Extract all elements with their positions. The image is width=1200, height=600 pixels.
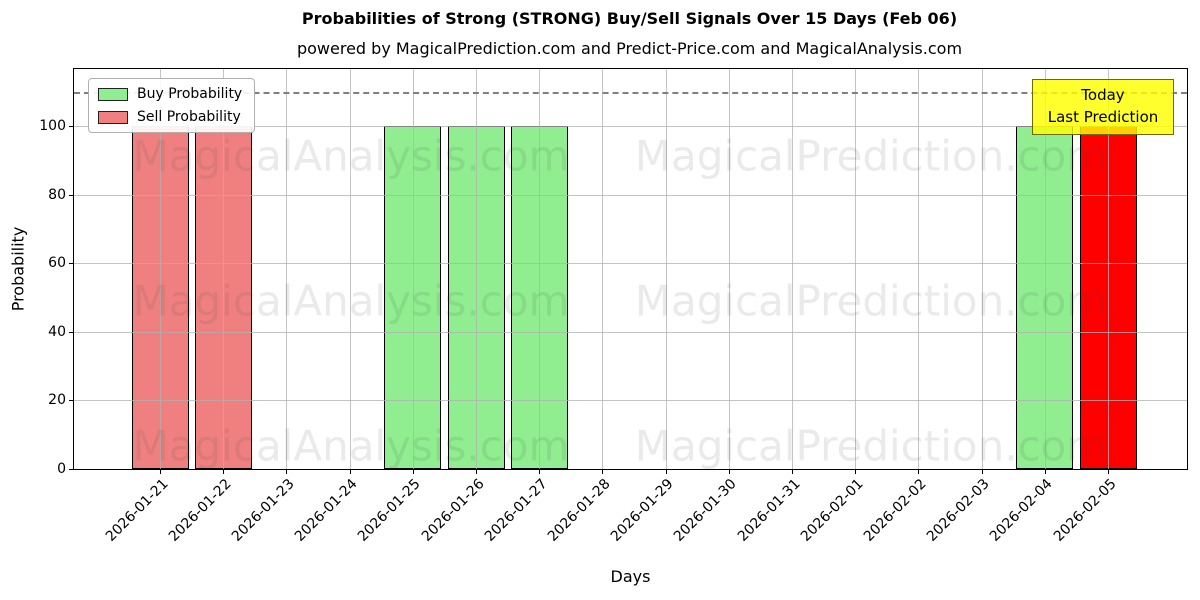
x-tick-mark [286,469,288,474]
legend-label-sell: Sell Probability [137,109,241,125]
gridline-vertical [286,69,288,469]
x-tick-label: 2026-01-28 [544,476,614,545]
gridline-vertical [665,69,667,469]
gridline-vertical [223,69,225,469]
today-annotation: Today Last Prediction [1032,79,1174,135]
gridline-horizontal [74,125,1187,127]
legend-label-buy: Buy Probability [137,86,243,102]
x-tick-label: 2026-02-04 [987,476,1057,545]
gridline-horizontal [74,263,1187,265]
y-tick-mark [69,125,74,127]
x-tick-mark [476,469,477,474]
y-tick-label: 100 [39,117,66,134]
plot-area: MagicalAnalysis.com MagicalPrediction.com… [9,68,1188,586]
y-tick-mark [69,194,74,196]
gridline-vertical [918,69,920,469]
y-tick-mark [69,331,74,333]
x-tick-mark [792,469,793,474]
y-tick-mark [69,469,74,470]
y-tick-label: 0 [57,461,66,477]
gridline-vertical [412,69,414,469]
gridline-vertical [1044,69,1046,469]
grid-layer [74,69,1187,469]
x-tick-label: 2026-01-29 [608,476,677,545]
y-axis-ticks: 0 20 40 60 80 100 [39,69,1187,476]
gridline-vertical [160,69,161,469]
y-tick-label: 40 [48,323,66,340]
x-tick-label: 2026-01-21 [102,476,172,545]
x-tick-mark [349,469,351,474]
x-tick-label: 2026-02-01 [797,476,867,545]
gridline-vertical [981,69,983,469]
legend: Buy Probability Sell Probability [88,78,256,133]
threshold-dashed-line [74,91,1187,94]
x-tick-label: 2026-01-31 [734,476,804,545]
x-axis-label: Days [610,567,651,586]
y-tick-label: 20 [48,392,66,409]
x-tick-label: 2026-01-22 [165,476,235,545]
x-tick-mark [539,469,541,474]
buy-color-swatch [98,87,128,101]
gridline-vertical [1108,69,1109,469]
gridline-vertical [539,69,541,469]
gridline-vertical [728,69,730,469]
x-tick-label: 2026-02-03 [924,476,993,545]
x-tick-mark [160,469,161,474]
x-tick-mark [412,469,414,474]
x-tick-mark [981,469,983,474]
x-tick-mark [1108,469,1109,474]
sell-color-swatch [98,110,128,124]
legend-item-sell: Sell Probability [98,109,242,125]
y-tick-label: 60 [48,255,66,272]
gridline-vertical [476,69,477,469]
y-axis-label: Probability [8,226,28,312]
x-tick-label: 2026-01-27 [481,476,551,545]
x-tick-label: 2026-01-24 [292,476,361,545]
x-tick-mark [728,469,730,474]
x-axis-ticks: 2026-01-21 2026-01-22 2026-01-23 2026-01-24… [74,69,1187,545]
y-tick-mark [69,263,74,265]
gridline-vertical [855,69,857,469]
y-tick-label: 80 [48,186,66,203]
gridline-horizontal [74,194,1187,196]
gridline-vertical [349,69,351,469]
x-tick-mark [223,469,225,474]
chart-title: Probabilities of Strong (STRONG) Buy/Sel… [301,9,958,28]
y-tick-mark [69,400,74,402]
gridline-vertical [602,69,604,469]
x-tick-label: 2026-01-23 [228,476,298,545]
x-tick-label: 2026-01-30 [671,476,741,545]
legend-item-buy: Buy Probability [98,86,242,102]
gridline-horizontal [74,400,1187,402]
gridline-vertical [792,69,793,469]
x-tick-label: 2026-02-05 [1050,476,1120,545]
x-tick-label: 2026-02-02 [860,476,930,545]
x-tick-mark [855,469,857,474]
chart-subtitle: powered by MagicalPrediction.com and Pre… [296,39,963,58]
x-tick-label: 2026-01-26 [418,476,488,545]
x-tick-label: 2026-01-25 [355,476,425,545]
x-tick-mark [1044,469,1046,474]
x-tick-mark [918,469,920,474]
today-annotation-line1: Today [1081,86,1125,104]
today-annotation-line2: Last Prediction [1047,107,1159,126]
x-tick-mark [602,469,604,474]
gridline-horizontal [74,331,1187,333]
x-tick-mark [665,469,667,474]
